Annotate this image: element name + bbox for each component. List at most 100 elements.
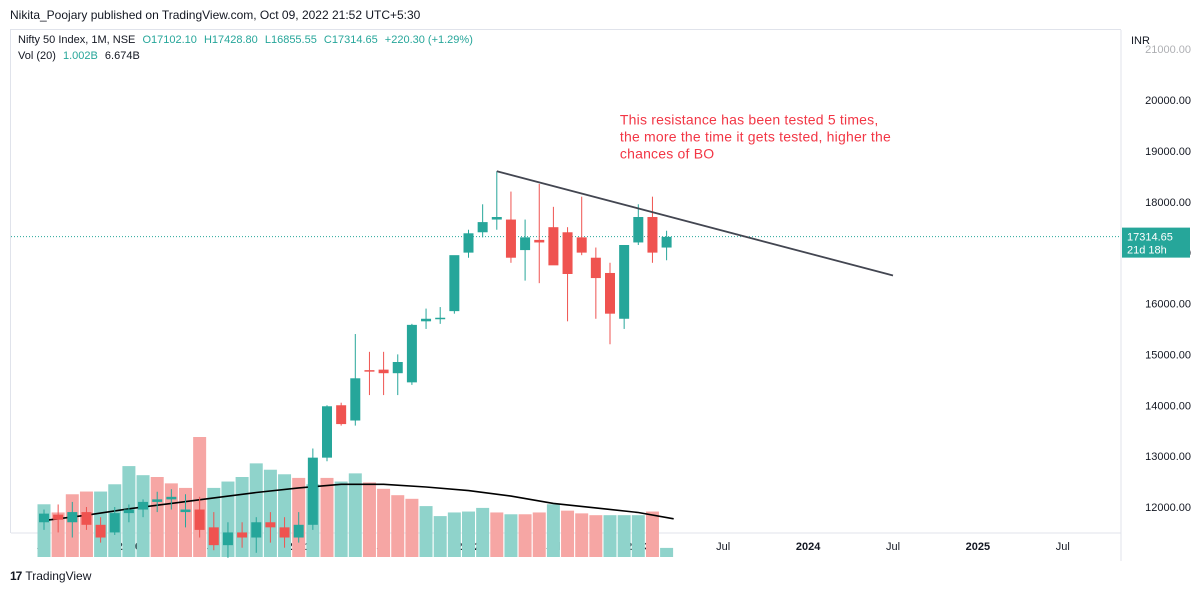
legend-row-volume: Vol (20) 1.002B 6.674B [18,50,477,62]
candle-body [123,509,134,514]
x-tick-label: 2025 [966,541,990,553]
candle-body [491,217,502,220]
legend-close: C17314.65 [323,34,378,46]
candle-body [378,369,389,374]
x-tick-label: Jul [716,541,730,553]
legend-change: +220.30 (+1.29%) [384,34,473,46]
volume-bar [546,504,560,557]
legend-vol-ma: 6.674B [104,50,140,62]
candle-body [166,496,177,500]
resistance-trendline [496,170,894,277]
candle-body [562,232,573,274]
candle-body [208,527,219,546]
candle-body [67,512,78,523]
candle-body [364,370,375,372]
candle-body [322,406,332,458]
candle-body [53,514,64,520]
volume-bar [589,515,603,557]
last-price-countdown: 21d 18h [1127,245,1167,257]
legend-vol-value: 1.002B [62,50,98,62]
volume-bar [518,514,532,557]
y-tick-label: 15000.00 [1145,349,1191,361]
candle-body [520,237,531,251]
candle-body [406,324,417,383]
candle-series [39,171,672,558]
volume-bar [504,514,518,557]
volume-series [37,437,674,557]
candle-body [463,233,474,253]
last-price-value: 17314.65 [1127,232,1173,244]
volume-bar [447,512,461,557]
candle-body [138,501,149,510]
legend-row-price: Nifty 50 Index, 1M, NSE O17102.10 H17428… [18,34,477,46]
legend-open: O17102.10 [142,34,197,46]
volume-bar [645,511,659,557]
candle-body [590,257,601,279]
volume-bar [532,512,546,557]
volume-bar [433,516,447,557]
y-tick-label: 21000.00 [1145,44,1191,56]
chart-legend: Nifty 50 Index, 1M, NSE O17102.10 H17428… [18,34,477,62]
legend-vol-label: Vol (20) [18,50,56,62]
volume-bar [405,498,419,557]
candle-body [477,222,488,233]
volume-bar [617,515,631,557]
volume-bar [419,506,433,557]
y-tick-label: 13000.00 [1145,451,1191,463]
candle-body [392,362,403,374]
x-tick-label: 2024 [796,541,821,553]
annotation-text-line: chances of BO [620,146,714,162]
candle-body [633,217,644,243]
candle-body [619,244,630,319]
chart-canvas[interactable]: INR 12000.00 13000.00 14000.00 15000.00 16000… [11,30,1191,570]
candle-body [109,513,120,533]
y-tick-label: 19000.00 [1145,146,1191,158]
candle-body [95,524,106,538]
tradingview-logo-icon: 17 [10,569,22,583]
candle-body [435,317,446,320]
candle-body [307,457,318,525]
annotation-text-line: the more the time it gets tested, higher… [620,129,891,145]
candle-body [39,513,49,523]
x-tick-label: Jul [886,541,900,553]
candle-body [222,532,233,546]
volume-bar [391,495,405,557]
y-tick-label: 14000.00 [1145,400,1191,412]
footer-brand: TradingView [25,569,92,583]
volume-bar [603,515,617,557]
candle-body [421,318,432,322]
candle-body [605,272,615,314]
y-tick-label: 18000.00 [1145,197,1191,209]
volume-bar [320,477,334,557]
candle-body [576,237,587,253]
legend-symbol: Nifty 50 Index, 1M, NSE [18,34,136,46]
volume-bar [575,513,589,557]
legend-high: H17428.80 [203,34,258,46]
candle-body [647,217,658,253]
candle-body [505,219,516,258]
candle-body [661,236,672,248]
legend-low: L16855.55 [264,34,317,46]
y-tick-label: 12000.00 [1145,502,1191,514]
candle-body [81,512,92,525]
candle-body [534,239,545,243]
candle-body [152,499,163,502]
volume-bar [334,481,348,557]
candle-body [194,509,205,530]
candle-body [265,522,276,528]
volume-bar [660,547,674,557]
published-line: Nikita_Poojary published on TradingView.… [10,8,421,22]
annotation-text-line: This resistance has been tested 5 times, [620,112,879,128]
candle-body [251,522,262,538]
volume-bar [561,510,575,557]
candle-body [237,532,248,538]
chart-frame[interactable]: INR 12000.00 13000.00 14000.00 15000.00 16000… [10,29,1191,561]
candle-body [449,255,460,312]
volume-bar [476,507,490,557]
candle-body [279,527,290,538]
x-tick-label: Jul [1056,541,1070,553]
volume-bar [377,488,391,557]
candle-body [180,509,191,513]
candle-body [548,227,559,266]
candle-body [293,524,304,538]
